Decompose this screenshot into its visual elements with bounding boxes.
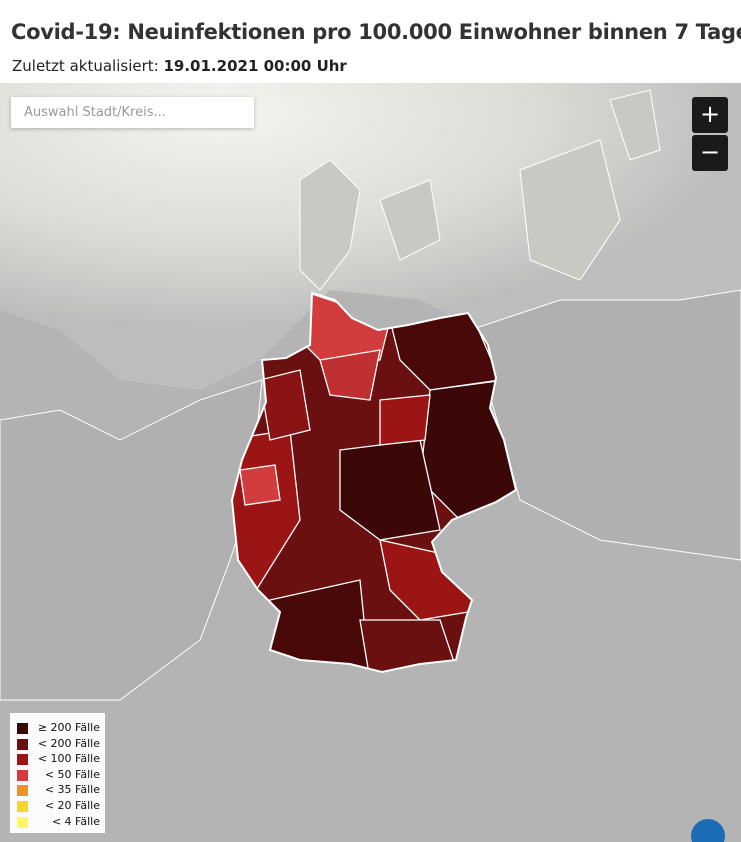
legend-label: < 200 Fälle [37,736,100,750]
legend-label: < 100 Fälle [37,752,100,766]
legend-item: < 100 Fälle [10,752,105,767]
map [0,83,741,842]
legend-item: < 50 Fälle [10,768,105,783]
legend-swatch [17,816,28,828]
legend-label: < 35 Fälle [44,783,100,797]
legend-swatch [17,754,28,766]
legend-swatch [17,738,28,750]
legend-item: < 20 Fälle [10,799,105,814]
legend-item: < 4 Fälle [10,815,105,830]
legend-label: < 20 Fälle [44,799,100,812]
legend-swatch [17,801,28,812]
legend-label: ≥ 200 Fälle [37,721,100,734]
search-box[interactable]: Auswahl Stadt/Kreis... [11,97,254,128]
legend-swatch [17,785,28,797]
updated: Zuletzt aktualisiert: 19.01.2021 00:00 U… [12,57,347,75]
legend: ≥ 200 Fälle < 200 Fälle < 100 Fälle < 50 Fä… [10,713,105,833]
updated-value: 19.01.2021 00:00 Uhr [163,57,347,75]
legend-label: < 50 Fälle [44,767,100,781]
zoom-out[interactable]: − [692,135,728,171]
updated-label: Zuletzt aktualisiert: [12,57,159,75]
legend-item: < 35 Fälle [10,783,105,798]
zoom-in[interactable]: + [692,97,728,133]
title: Covid-19: Neuinfektionen pro 100.000 Ein… [11,20,741,44]
legend-swatch [17,723,28,734]
legend-label: < 4 Fälle [51,814,100,828]
legend-swatch [17,769,28,781]
legend-item: ≥ 200 Fälle [10,721,105,736]
legend-item: < 200 Fälle [10,737,105,752]
header: Covid-19: Neuinfektionen pro 100.000 Ein… [0,0,741,83]
